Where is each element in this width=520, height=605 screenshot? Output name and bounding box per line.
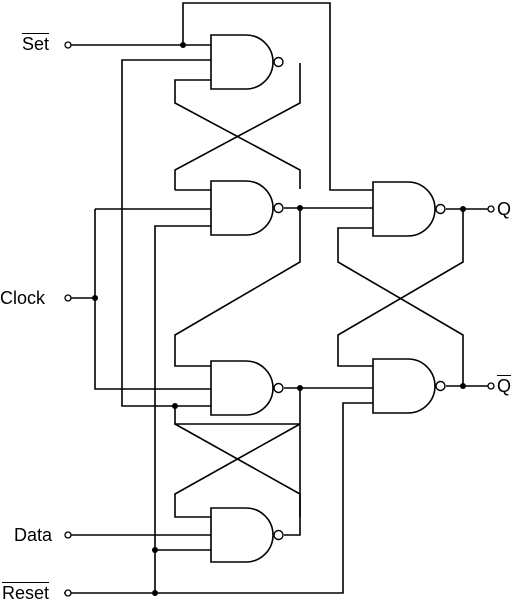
junction-dot — [297, 205, 303, 211]
reset-latch-top-nand — [210, 360, 274, 416]
clock-terminal — [64, 294, 72, 302]
wire-reset-input — [64, 402, 373, 594]
set-latch-bottom-nand — [210, 180, 274, 236]
inverter-bubble — [273, 202, 284, 214]
wire-gate2-cross — [174, 63, 301, 190]
wire-gate1-cross — [174, 79, 301, 189]
wire-reset-to-gate2 — [154, 225, 211, 593]
wire-gate2-down — [174, 208, 301, 367]
inverter-bubble — [435, 203, 446, 215]
wire-qbar-feedback — [337, 227, 464, 386]
wire-gate1-feedback-bus — [121, 59, 211, 407]
wires — [64, 2, 488, 594]
reset-terminal — [64, 589, 72, 597]
junction-dot — [152, 547, 158, 553]
qbar-terminal — [487, 382, 495, 390]
clock-label: Clock — [0, 288, 46, 308]
data-label: Data — [14, 525, 53, 545]
q-terminal — [487, 205, 495, 213]
junctions — [92, 42, 466, 596]
reset-latch-bottom-nand — [210, 507, 274, 563]
set-latch-top-nand — [210, 34, 274, 90]
junction-dot — [180, 42, 186, 48]
set-label: Set — [22, 34, 50, 54]
data-terminal — [64, 531, 72, 539]
junction-dot — [460, 206, 466, 212]
terminals — [64, 41, 495, 597]
inverter-bubble — [273, 529, 284, 541]
junction-dot — [152, 590, 158, 596]
inverter-bubble — [435, 380, 446, 392]
wire-gate3-lower-input — [174, 406, 301, 517]
inverter-bubble — [273, 56, 284, 68]
reset-label: Reset — [2, 583, 50, 603]
wire-cross-lower-2 — [174, 423, 301, 518]
q-label: Q — [497, 199, 512, 219]
junction-dot — [297, 385, 303, 391]
inverter-bubble — [273, 382, 284, 394]
junction-dot — [460, 383, 466, 389]
set-terminal — [64, 41, 72, 49]
q-bar-label: Q — [497, 376, 512, 396]
output-latch-top-nand — [372, 181, 436, 237]
wire-set-to-output-gate — [182, 2, 373, 191]
output-latch-bottom-nand — [372, 358, 436, 414]
wire-clock-to-gate2 — [94, 209, 211, 390]
gates — [210, 34, 446, 563]
junction-dot — [172, 403, 178, 409]
junction-dot — [92, 295, 98, 301]
wire-q-feedback — [337, 209, 464, 367]
